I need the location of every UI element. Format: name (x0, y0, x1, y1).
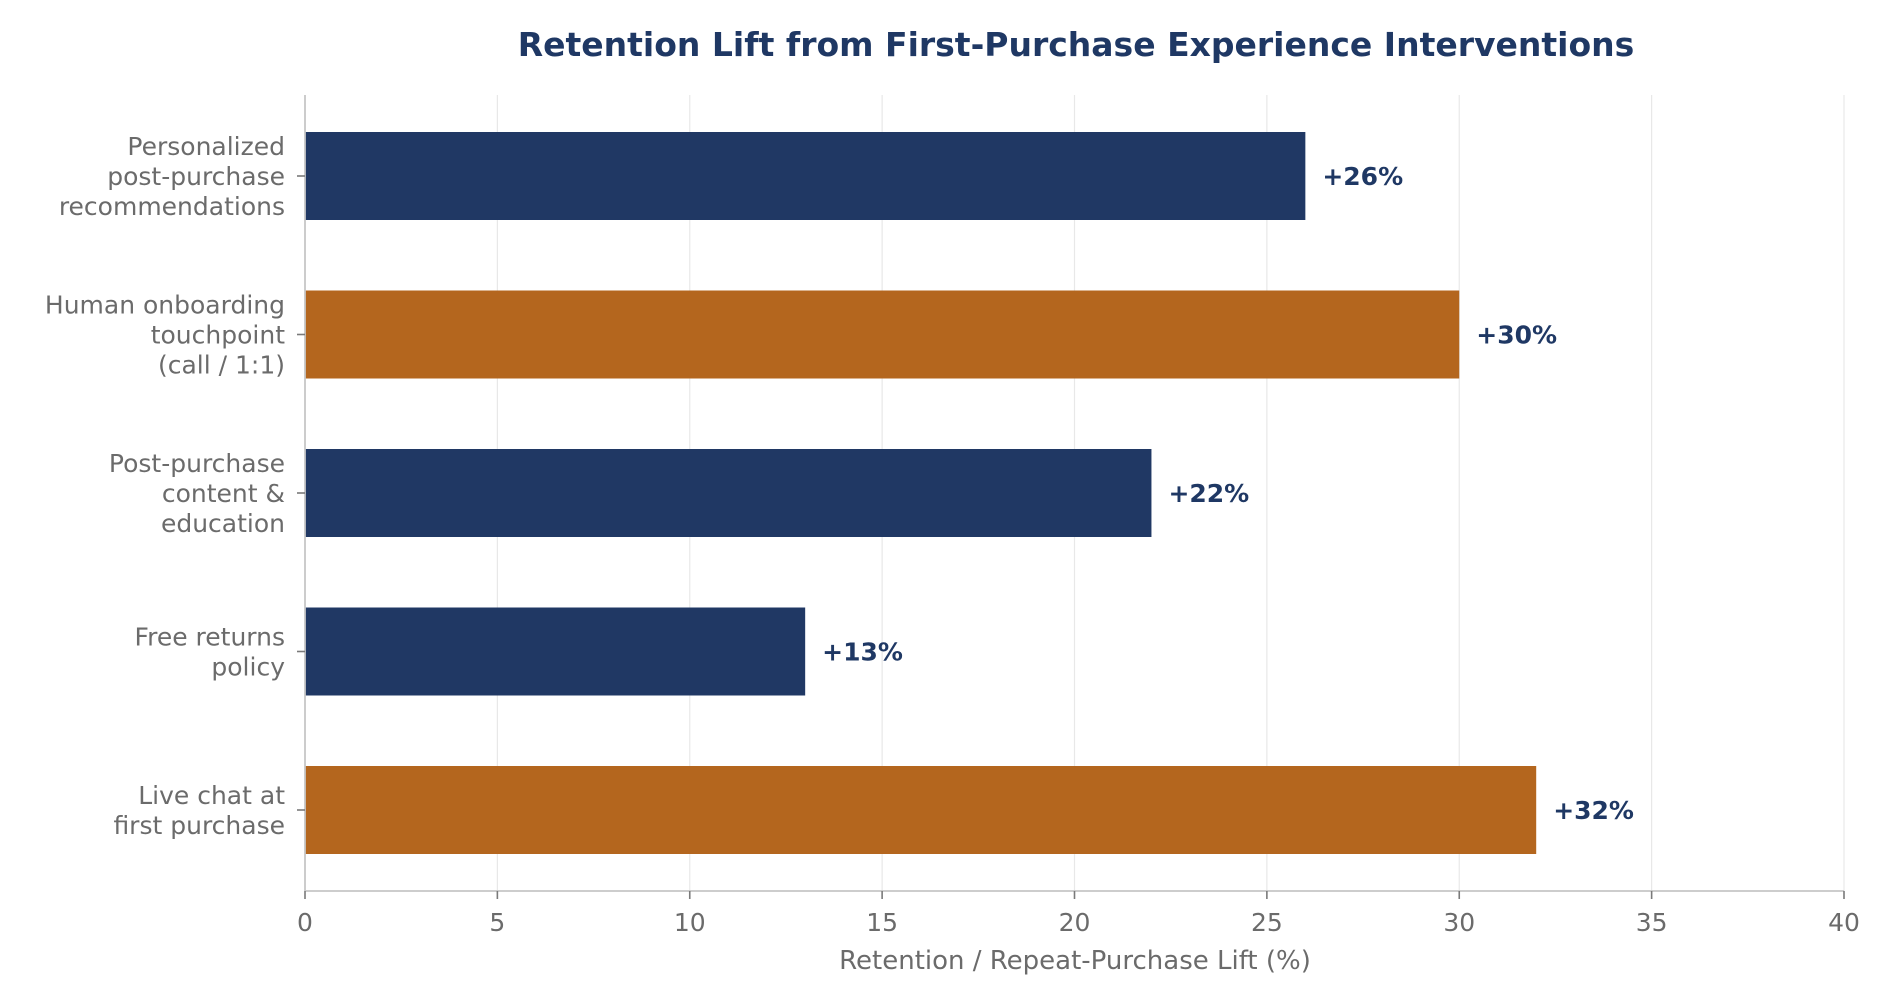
bar-3 (305, 449, 1152, 537)
x-tick-label-30: 30 (1443, 908, 1475, 937)
y-tick-label-2: Human onboarding touchpoint (call / 1:1) (45, 291, 285, 380)
y-axis-ticks: Personalized post-purchase recommendations… (45, 132, 305, 840)
y-tick-label-1: Personalized post-purchase recommendations (59, 132, 285, 221)
x-tick-label-15: 15 (866, 908, 898, 937)
x-axis-ticks: 0 5 10 15 20 25 30 35 40 (297, 891, 1860, 937)
y-tick-label-line: Live chat at (138, 781, 285, 810)
y-tick-label-line: (call / 1:1) (158, 351, 285, 380)
y-tick-label-4: Free returns policy (135, 623, 286, 682)
y-tick-label-line: recommendations (59, 192, 285, 221)
data-label-5: +32% (1553, 796, 1634, 825)
bar-4 (305, 607, 806, 696)
bars (305, 132, 1537, 854)
data-label-4: +13% (822, 638, 903, 667)
x-tick-label-40: 40 (1828, 908, 1860, 937)
bar-5 (305, 766, 1537, 854)
x-tick-label-0: 0 (297, 908, 313, 937)
x-tick-label-5: 5 (489, 908, 505, 937)
y-tick-label-line: post-purchase (107, 162, 285, 191)
y-tick-label-5: Live chat at first purchase (113, 781, 285, 840)
y-tick-label-line: education (161, 509, 285, 538)
x-tick-label-20: 20 (1059, 908, 1091, 937)
chart-title: Retention Lift from First-Purchase Exper… (518, 25, 1635, 64)
bar-2 (305, 290, 1460, 379)
x-axis-label: Retention / Repeat-Purchase Lift (%) (839, 946, 1311, 976)
y-tick-label-line: policy (211, 653, 285, 682)
data-label-1: +26% (1322, 162, 1403, 191)
y-tick-label-line: Personalized (127, 132, 285, 161)
data-label-3: +22% (1168, 479, 1249, 508)
y-tick-label-line: touchpoint (151, 321, 285, 350)
y-tick-label-line: Human onboarding (45, 291, 285, 320)
y-tick-label-line: first purchase (113, 811, 285, 840)
bar-1 (305, 132, 1306, 220)
x-tick-label-10: 10 (674, 908, 706, 937)
y-tick-label-line: Post-purchase (109, 449, 285, 478)
y-tick-label-line: content & (162, 479, 285, 508)
y-tick-label-line: Free returns (135, 623, 285, 652)
data-labels: +26% +30% +22% +13% +32% (822, 162, 1634, 825)
x-tick-label-35: 35 (1636, 908, 1668, 937)
y-tick-label-3: Post-purchase content & education (109, 449, 285, 538)
data-label-2: +30% (1476, 321, 1557, 350)
x-tick-label-25: 25 (1251, 908, 1283, 937)
